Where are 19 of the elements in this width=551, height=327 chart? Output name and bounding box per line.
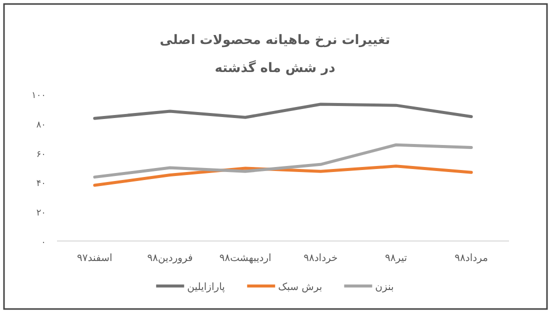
x-tick-label: مرداد۹۸: [454, 253, 488, 264]
y-tick-label: ۶۰: [36, 150, 46, 160]
line-series: [93, 143, 473, 179]
y-tick-label: ۱۰۰: [31, 91, 46, 101]
y-tick-label: ۸۰: [36, 120, 46, 130]
chart-subtitle: در شش ماه گذشته: [214, 60, 336, 76]
y-tick-label: ۰: [41, 238, 46, 248]
legend-label: برش سبک: [278, 282, 322, 293]
x-tick-label: تیر۹۸: [384, 253, 408, 264]
legend-label: پارازایلین: [187, 282, 226, 293]
x-tick-label: اردیبهشت۹۸: [219, 253, 272, 264]
x-tick-label: اسفند۹۷: [77, 253, 112, 264]
y-tick-label: ۲۰: [36, 208, 46, 219]
line-series: [93, 102, 473, 120]
legend-label: بنزن: [375, 282, 394, 293]
x-tick-label: فروردین۹۸: [147, 253, 193, 264]
y-tick-label: ۴۰: [36, 179, 46, 190]
chart-title: تغییرات نرخ ماهیانه محصولات اصلی: [160, 33, 390, 48]
x-tick-label: خرداد۹۸: [304, 253, 338, 264]
